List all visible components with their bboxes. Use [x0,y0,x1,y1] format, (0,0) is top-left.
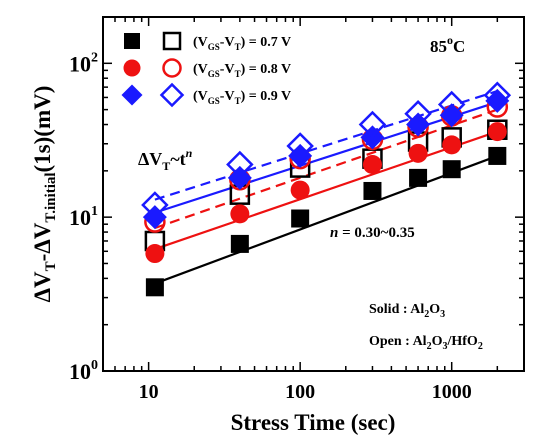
legend: (VGS-VT) = 0.7 V (VGS-VT) = 0.8 V (VGS-VT)… [121,31,291,108]
open-diamond-point [141,191,169,219]
filled-square-point [409,168,428,187]
x-tick-label: 10 [139,381,159,403]
filled-circle-point [230,204,250,224]
legend-label: (VGS-VT) = 0.9 V [193,89,291,106]
tick-labels: 10 100 1000 100 101 102 [69,50,472,403]
solid-fit-line [154,130,498,251]
legend-label: (VGS-VT) = 0.8 V [193,62,291,79]
open-diamond-point [437,90,466,119]
fit-lines [154,90,498,285]
solid-label: Solid : Al2O3 [369,302,445,320]
filled-circle-point [290,180,310,200]
filled-square-point [363,181,382,200]
dashed-fit-line [154,90,498,201]
filled-diamond-point [288,143,313,168]
legend-filled-circle [123,59,141,77]
open-label: Open : Al2O3/HfO2 [369,334,483,352]
temperature-label: 85oC [430,33,465,56]
x-tick-label: 1000 [432,381,472,403]
open-diamond-point [286,132,314,160]
filled-square-point [291,209,310,228]
open-diamond-point [404,99,432,128]
y-axis-title: ΔVT-ΔVT.initial(1s)(mV) [30,86,59,303]
data-markers [141,81,512,297]
filled-circle-point [362,154,382,174]
exponent-label: n = 0.30~0.35 [330,225,415,241]
open-diamond-point [358,110,387,139]
x-tick-label: 100 [285,381,315,403]
legend-filled-diamond [121,84,143,106]
legend-open-square [162,31,182,51]
filled-square-point [488,146,507,165]
legend-open-diamond [159,82,185,108]
open-diamond-point [226,150,254,179]
x-axis-title: Stress Time (sec) [231,410,396,435]
solid-fit-line [154,154,498,285]
filled-square-point [230,234,249,253]
legend-filled-square [124,33,140,49]
power-law-label: ΔVT~tn [138,146,193,173]
open-diamond-point [483,81,512,110]
filled-circle-point [487,122,507,142]
y-tick-label: 100 [69,358,98,384]
filled-square-point [442,160,461,179]
legend-label: (VGS-VT) = 0.7 V [193,35,291,52]
filled-square-point [145,278,164,297]
y-tick-label: 102 [69,50,98,76]
filled-circle-point [442,135,462,155]
plot-frame [102,16,525,372]
solid-fit-line [154,101,498,214]
filled-circle-point [145,244,165,264]
filled-circle-point [408,143,428,163]
y-tick-label: 101 [69,204,98,230]
dashed-fit-line [154,108,498,230]
legend-open-circle [162,58,182,78]
filled-diamond-point [485,88,510,113]
